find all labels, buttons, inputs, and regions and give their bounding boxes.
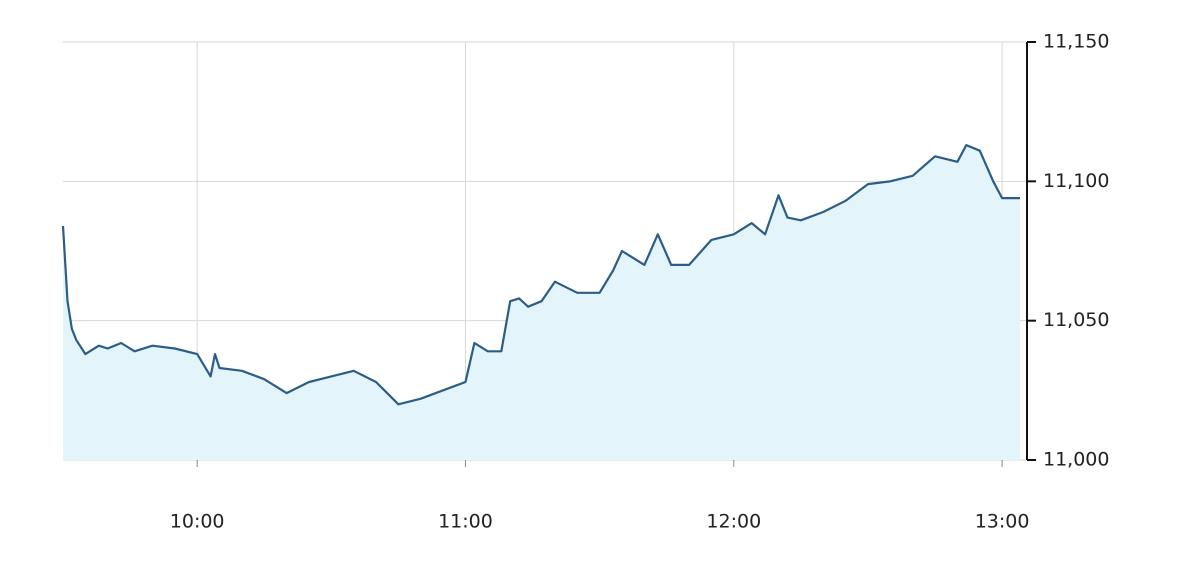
x-tick-label: 12:00 [706,511,761,533]
x-tick-label: 11:00 [438,511,493,533]
x-tick-label: 13:00 [975,511,1030,533]
y-tick-label: 11,000 [1043,449,1109,471]
y-tick-label: 11,100 [1043,170,1109,192]
y-tick-label: 11,150 [1043,31,1109,53]
x-tick-label: 10:00 [170,511,225,533]
y-tick-label: 11,050 [1043,309,1109,331]
area [63,145,1020,460]
line [61,144,1020,406]
